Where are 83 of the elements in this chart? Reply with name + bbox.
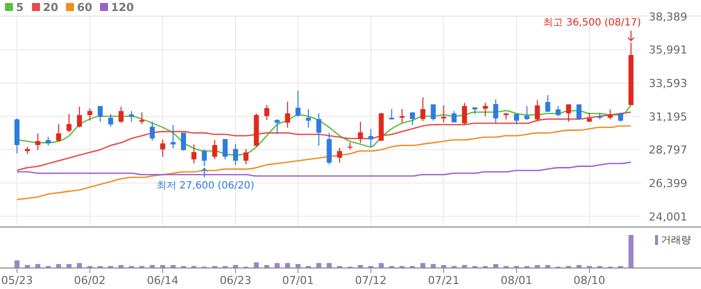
candlestick bbox=[139, 112, 144, 125]
bar bbox=[14, 260, 20, 268]
candlestick bbox=[566, 104, 572, 122]
y-tick-label: 28,797 bbox=[648, 144, 688, 157]
candlestick bbox=[368, 128, 374, 148]
bar bbox=[76, 263, 82, 268]
candlestick bbox=[452, 110, 457, 123]
x-tick-label: 06/14 bbox=[146, 274, 179, 287]
annotation: 최저 27,600 (06/20) bbox=[156, 180, 254, 192]
candlestick bbox=[326, 132, 332, 165]
candlestick bbox=[98, 106, 103, 122]
legend-label: 5 bbox=[16, 1, 24, 14]
legend-label: 120 bbox=[111, 1, 134, 14]
x-tick-label: 05/23 bbox=[1, 274, 33, 287]
candlestick bbox=[430, 104, 436, 122]
y-tick-label: 33,593 bbox=[648, 77, 688, 90]
candlestick bbox=[118, 106, 124, 124]
bar bbox=[316, 263, 322, 268]
x-tick-label: 08/10 bbox=[574, 274, 606, 287]
candlestick bbox=[462, 102, 467, 125]
bar bbox=[420, 263, 426, 268]
candlestick bbox=[243, 148, 248, 165]
candlestick bbox=[222, 138, 228, 160]
candlestick bbox=[285, 101, 290, 128]
candlestick bbox=[420, 96, 426, 122]
candlestick bbox=[46, 136, 51, 146]
candlestick bbox=[608, 108, 613, 120]
candlestick bbox=[482, 102, 488, 117]
candlestick bbox=[618, 112, 624, 122]
annotation: 최고 36,500 (08/17) bbox=[543, 18, 642, 29]
candlestick bbox=[76, 106, 82, 128]
candlestick bbox=[306, 108, 311, 128]
candlestick bbox=[337, 147, 342, 164]
x-tick-label: 07/01 bbox=[282, 274, 314, 287]
y-tick-label: 35,991 bbox=[648, 44, 688, 57]
candlestick bbox=[66, 114, 72, 133]
x-tick-label: 06/02 bbox=[74, 274, 106, 287]
candlestick bbox=[212, 140, 218, 160]
candlestick bbox=[316, 112, 322, 146]
candlestick bbox=[274, 118, 280, 135]
candlestick bbox=[514, 114, 520, 125]
candlestick bbox=[441, 104, 446, 124]
candlestick bbox=[545, 94, 550, 112]
legend-label: 20 bbox=[43, 1, 59, 14]
candlestick bbox=[87, 108, 92, 122]
bar bbox=[378, 263, 384, 268]
candlestick bbox=[410, 112, 415, 126]
legend-label: 60 bbox=[77, 1, 93, 14]
candlestick bbox=[160, 138, 166, 158]
line-series bbox=[16, 125, 632, 200]
candlestick bbox=[35, 132, 40, 151]
candlestick bbox=[150, 121, 155, 142]
line-series bbox=[16, 161, 632, 177]
candlestick bbox=[389, 108, 394, 120]
candlestick bbox=[56, 124, 62, 142]
y-tick-label: 24,001 bbox=[648, 210, 688, 224]
bar bbox=[285, 263, 290, 268]
y-tick-label: 26,399 bbox=[648, 176, 688, 190]
y-tick-label: 31,195 bbox=[648, 110, 688, 124]
candlestick bbox=[524, 106, 530, 121]
candlestick bbox=[534, 100, 540, 122]
candlestick bbox=[233, 144, 238, 166]
candlestick bbox=[264, 104, 270, 121]
candlestick bbox=[358, 121, 363, 144]
candlestick bbox=[493, 98, 498, 124]
candlestick bbox=[181, 132, 186, 152]
candlestick bbox=[191, 144, 196, 164]
bar bbox=[628, 235, 634, 268]
candlestick bbox=[576, 104, 582, 121]
candlestick bbox=[400, 108, 405, 124]
bar bbox=[326, 263, 332, 268]
candlestick bbox=[108, 114, 114, 128]
bar bbox=[274, 263, 280, 268]
x-tick-label: 07/12 bbox=[354, 274, 387, 287]
candlestick bbox=[556, 106, 561, 117]
y-tick-label: 38,389 bbox=[648, 10, 688, 24]
candlestick bbox=[170, 124, 176, 149]
x-tick-label: 06/23 bbox=[220, 274, 252, 287]
legend-label: 거래량 bbox=[661, 235, 691, 246]
candlestick bbox=[202, 148, 207, 167]
x-tick-label: 08/01 bbox=[500, 274, 532, 287]
candlestick bbox=[295, 90, 300, 118]
x-tick-label: 07/21 bbox=[428, 274, 460, 287]
